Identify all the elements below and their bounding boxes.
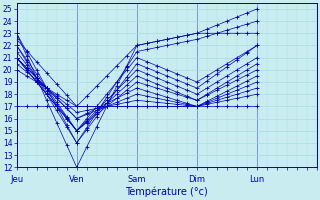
- X-axis label: Température (°c): Température (°c): [125, 187, 208, 197]
